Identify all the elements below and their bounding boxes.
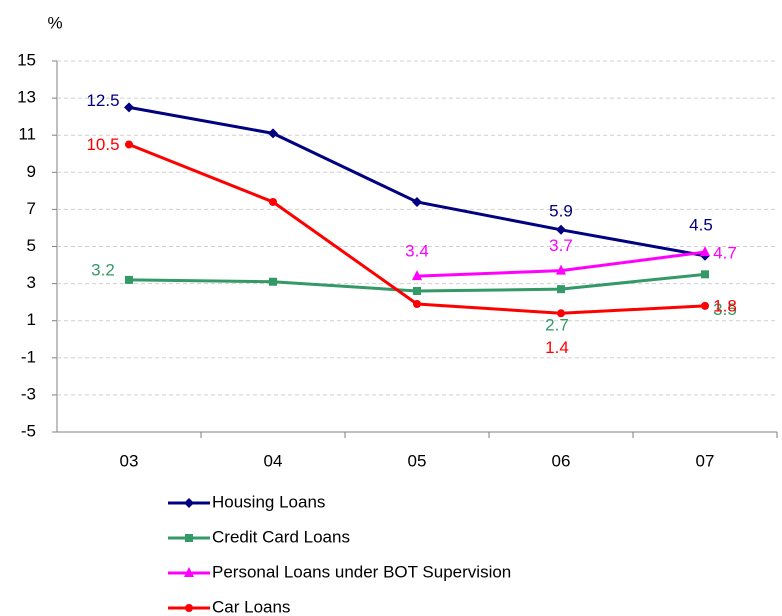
data-label: 1.4 [545,338,569,357]
data-point [413,287,421,296]
y-tick-label: 1 [27,310,36,329]
data-label: 2.7 [545,316,569,335]
y-tick-label: -1 [21,347,36,366]
data-label: 5.9 [549,201,573,220]
data-point [125,275,133,284]
x-tick-label: 06 [552,451,571,470]
data-point [412,270,422,281]
data-label: 3.7 [549,236,573,255]
data-point [557,309,565,318]
data-point [701,301,709,310]
data-point [556,224,566,235]
data-point [269,277,277,286]
legend-label: Car Loans [212,597,290,616]
y-tick-label: 11 [18,125,36,144]
data-point [700,246,710,257]
legend-marker [185,604,193,612]
x-tick-label: 05 [408,451,427,470]
y-tick-label: 7 [27,199,36,218]
data-point [124,102,134,113]
series-line [128,105,706,258]
y-tick-label: -3 [21,384,36,403]
data-label: 3.4 [405,242,429,261]
y-axis-label: % [47,13,62,32]
x-tick-label: 04 [264,451,283,470]
data-label: 1.8 [713,296,737,315]
x-tick-label: 03 [120,451,139,470]
data-point [557,285,565,294]
data-point [125,140,133,149]
data-label: 3.5 [713,300,737,319]
data-label: 10.5 [86,135,119,154]
legend-marker [184,567,194,577]
data-label: 3.2 [91,260,115,279]
y-tick-label: 5 [27,236,36,255]
data-point [701,270,709,279]
data-point [556,264,566,275]
data-point [268,128,278,139]
legend-label: Credit Card Loans [212,527,350,546]
data-label: 4.5 [689,215,713,234]
y-tick-label: 3 [27,273,36,292]
legend-label: Personal Loans under BOT Supervision [212,562,511,581]
data-label: 4.7 [713,244,737,263]
data-label: 12.5 [86,91,119,110]
legend-marker [184,498,194,508]
y-tick-label: 15 [17,50,36,69]
y-tick-label: -5 [21,421,36,440]
y-tick-label: 9 [27,162,36,181]
y-tick-label: 13 [17,88,36,107]
data-point [269,197,277,206]
data-point [412,196,422,207]
legend-marker [185,534,193,542]
legend-label: Housing Loans [212,492,325,511]
x-tick-label: 07 [696,451,715,470]
data-point [413,300,421,309]
